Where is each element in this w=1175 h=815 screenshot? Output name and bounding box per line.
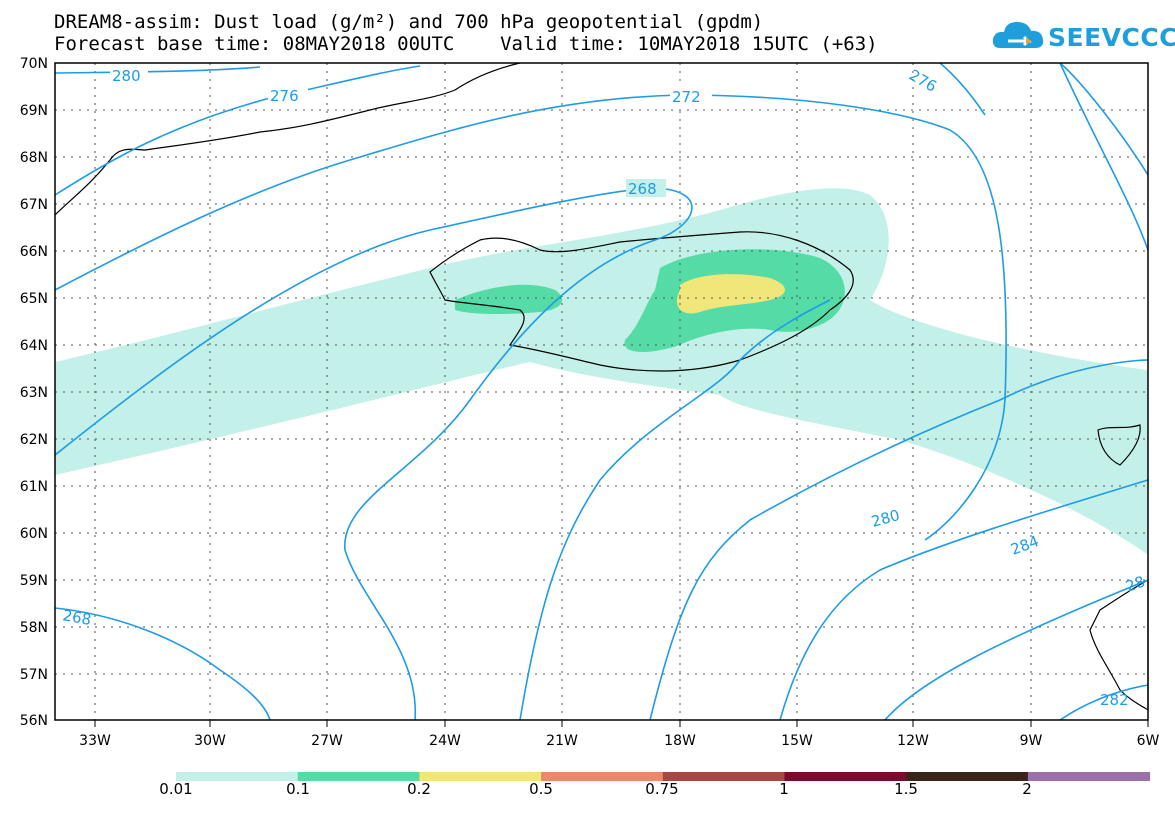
lon-label: 15W: [781, 733, 813, 749]
lat-label: 65N: [20, 291, 48, 307]
colorbar-swatch: [297, 772, 420, 781]
contour-280-nw: [54, 66, 261, 74]
contour-label-1: 280: [112, 67, 141, 85]
contour-276-north: [54, 65, 421, 196]
lat-label: 60N: [20, 526, 48, 542]
lat-label: 58N: [20, 620, 48, 636]
geopotential-contours: [54, 62, 1149, 721]
latitude-labels: 70N 69N 68N 67N 66N 65N 64N 63N 62N 61N …: [20, 56, 48, 729]
contour-label-10: 282: [1100, 691, 1129, 709]
lat-label: 56N: [20, 713, 48, 729]
contour-label-5: 276: [906, 66, 940, 96]
dust-area-mid-west: [455, 284, 563, 315]
lat-label: 70N: [20, 56, 48, 72]
colorbar-label: 0.5: [529, 780, 553, 798]
iceland-coast: [429, 231, 854, 372]
lon-label: 12W: [897, 733, 929, 749]
contour-label-9: 28: [1123, 572, 1147, 595]
map-subtitle: Forecast base time: 08MAY2018 00UTC Vali…: [54, 33, 878, 55]
colorbar-label: 0.01: [159, 780, 193, 798]
contour-label-6: 268: [61, 606, 92, 629]
colorbar-label: 0.1: [286, 780, 310, 798]
colorbar-swatch: [662, 772, 785, 781]
contour-268: [54, 187, 693, 721]
contour-288: [884, 579, 1149, 721]
scotland-coast: [1089, 578, 1149, 712]
lat-label: 62N: [20, 432, 48, 448]
lon-label: 30W: [194, 733, 226, 749]
contour-272: [54, 94, 1007, 541]
lon-label: 18W: [664, 733, 696, 749]
contour-label-4: 268: [628, 180, 657, 198]
dust-area-high: [676, 274, 785, 314]
lat-label: 68N: [20, 150, 48, 166]
lat-label: 66N: [20, 244, 48, 260]
greenland-coast: [54, 62, 521, 216]
lon-label: 6W: [1137, 733, 1160, 749]
cloud-icon: [992, 22, 1044, 48]
contour-276-east: [939, 62, 1149, 176]
colorbar-swatch: [419, 772, 542, 781]
seevccc-logo: SEEVCCC: [990, 14, 1175, 60]
lat-label: 69N: [20, 103, 48, 119]
lat-label: 64N: [20, 338, 48, 354]
lat-label: 61N: [20, 479, 48, 495]
colorbar-label: 0.2: [407, 780, 431, 798]
lon-label: 27W: [311, 733, 343, 749]
lat-label: 59N: [20, 573, 48, 589]
colorbar-swatch: [784, 772, 907, 781]
logo-text: SEEVCCC: [1048, 23, 1175, 52]
colorbar-label: 1.5: [894, 780, 918, 798]
contour-280-south: [649, 359, 1149, 721]
lat-label: 63N: [20, 385, 48, 401]
lat-label: 57N: [20, 667, 48, 683]
lon-label: 33W: [79, 733, 111, 749]
colorbar-swatch: [906, 772, 1029, 781]
dust-area-low: [55, 188, 1148, 555]
map-frame: [54, 62, 1149, 721]
colorbar-swatch: [541, 772, 664, 781]
colorbar-label: 1: [779, 780, 789, 798]
coastlines: [54, 62, 1149, 712]
axis-ticks: [94, 720, 1149, 727]
longitude-labels: 33W 30W 27W 24W 21W 18W 15W 12W 9W 6W: [79, 733, 1159, 749]
contour-282: [1059, 684, 1149, 721]
colorbar-swatch: [176, 772, 299, 781]
lat-label: 67N: [20, 197, 48, 213]
colorbar-label: 0.75: [645, 780, 679, 798]
graticule: [55, 63, 1148, 720]
contour-272-east: [1059, 62, 1149, 251]
contour-284: [779, 479, 1149, 721]
colorbar-swatch: [1027, 772, 1151, 781]
faroe-coast: [1097, 424, 1141, 466]
map-title: DREAM8-assim: Dust load (g/m²) and 700 h…: [54, 11, 764, 33]
contour-276-south: [519, 299, 831, 721]
contour-label-8: 284: [1008, 532, 1041, 559]
colorbar-label: 2: [1022, 780, 1032, 798]
lon-label: 21W: [546, 733, 578, 749]
contour-label-3: 272: [672, 88, 701, 106]
contour-268-south: [54, 607, 271, 721]
lon-label: 24W: [429, 733, 461, 749]
contour-label-2: 276: [270, 87, 299, 105]
lon-label: 9W: [1020, 733, 1043, 749]
contour-label-7: 280: [869, 506, 901, 531]
colorbar: [176, 772, 1151, 781]
